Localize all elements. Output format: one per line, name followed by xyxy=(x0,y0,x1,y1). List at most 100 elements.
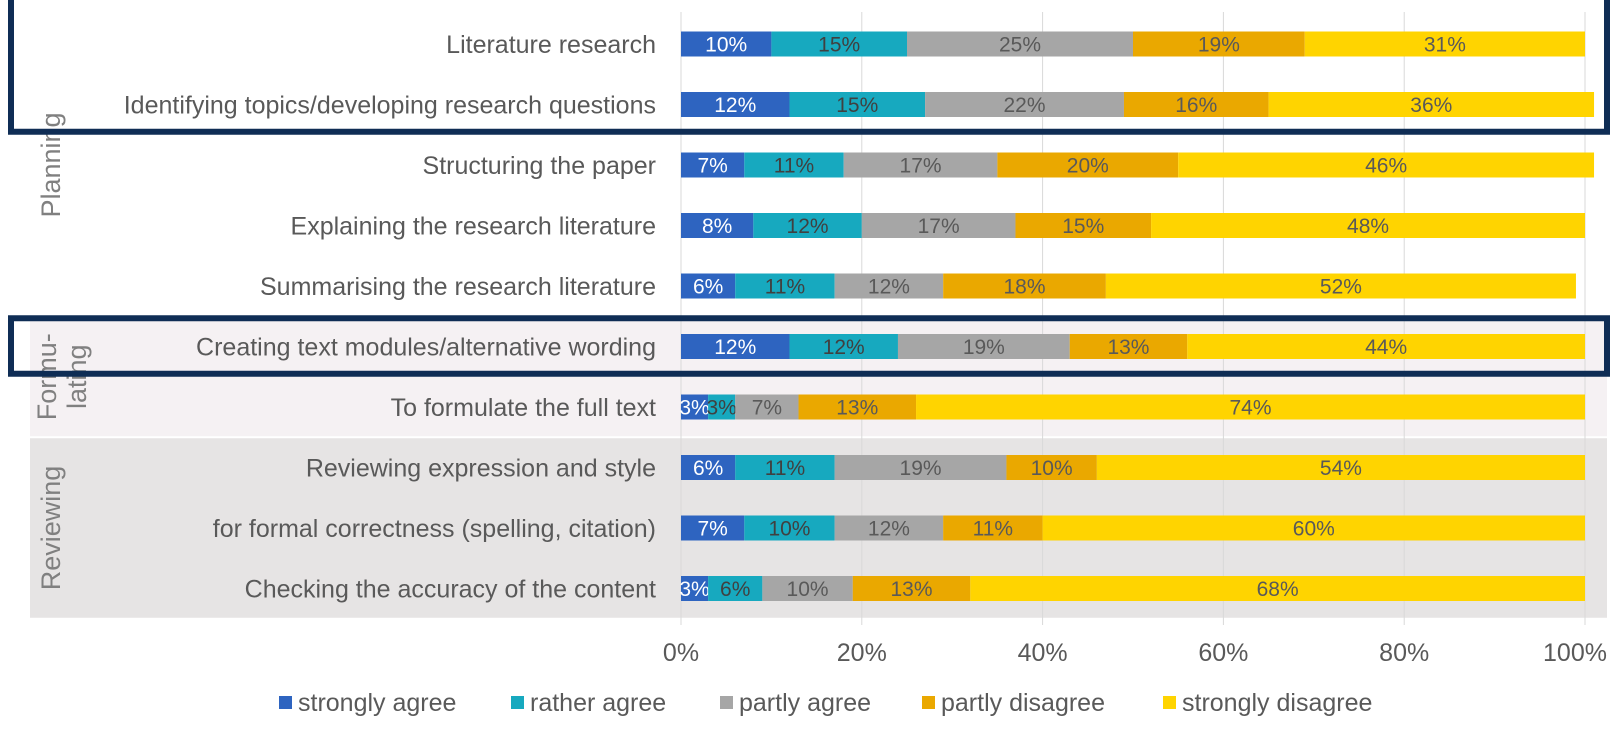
category-label: Literature research xyxy=(446,31,656,59)
bar-segment xyxy=(1096,455,1585,480)
category-label: for formal correctness (spelling, citati… xyxy=(213,515,656,543)
bar-segment xyxy=(681,515,745,541)
bar-segment xyxy=(681,576,709,601)
bar-segment xyxy=(708,576,763,601)
data-label: 12% xyxy=(714,94,756,117)
data-label: 6% xyxy=(720,578,750,601)
bar-segment xyxy=(834,455,1007,480)
bar-segment xyxy=(1015,213,1152,238)
data-label: 16% xyxy=(1175,94,1217,117)
bar-segment xyxy=(916,394,1585,420)
bar-segment xyxy=(1006,455,1097,480)
data-label: 19% xyxy=(963,336,1005,359)
legend-label: strongly disagree xyxy=(1182,689,1372,717)
category-label: Identifying topics/developing research q… xyxy=(124,92,656,120)
category-label: Creating text modules/alternative wordin… xyxy=(196,334,656,362)
data-label: 15% xyxy=(818,34,860,57)
data-label: 46% xyxy=(1365,155,1407,178)
bar-segment xyxy=(1105,273,1576,299)
data-label: 22% xyxy=(1004,94,1046,117)
bar-segment xyxy=(1069,334,1188,359)
bar-segment xyxy=(997,152,1179,178)
legend-swatch xyxy=(922,696,935,709)
bar-segment xyxy=(852,576,971,601)
bar-segment xyxy=(834,515,944,541)
data-label: 19% xyxy=(900,457,942,480)
legend-label: strongly agree xyxy=(298,689,456,717)
highlight-box xyxy=(8,315,1610,377)
x-tick-label: 100% xyxy=(1543,639,1607,667)
bar-segment xyxy=(798,394,917,420)
data-label: 68% xyxy=(1257,578,1299,601)
data-label: 52% xyxy=(1320,276,1362,299)
data-label: 12% xyxy=(823,336,865,359)
legend-label: partly disagree xyxy=(941,689,1105,717)
data-label: 10% xyxy=(1031,457,1073,480)
bar-segment xyxy=(943,515,1043,541)
data-label: 3% xyxy=(679,397,709,420)
data-label: 13% xyxy=(836,397,878,420)
data-label: 19% xyxy=(1198,34,1240,57)
bar-segment xyxy=(681,455,736,480)
data-label: 10% xyxy=(705,34,747,57)
bar-segment xyxy=(970,576,1585,601)
bar-segment xyxy=(762,576,853,601)
bar-segment xyxy=(681,273,736,299)
data-label: 12% xyxy=(868,518,910,541)
data-label: 3% xyxy=(679,578,709,601)
data-label: 6% xyxy=(693,276,723,299)
bar-segment xyxy=(681,92,790,117)
data-label: 11% xyxy=(774,155,814,178)
data-label: 12% xyxy=(868,276,910,299)
x-tick-label: 80% xyxy=(1379,639,1429,667)
category-label: Structuring the paper xyxy=(423,152,656,180)
data-label: 12% xyxy=(787,215,829,238)
category-label: Summarising the research literature xyxy=(260,273,656,301)
bar-segment xyxy=(771,31,907,57)
bar-segment xyxy=(1268,92,1595,117)
category-label: To formulate the full text xyxy=(391,394,656,422)
bar-segment xyxy=(735,273,835,299)
data-label: 17% xyxy=(918,215,960,238)
data-label: 3% xyxy=(707,397,737,420)
bar-segment xyxy=(907,31,1133,57)
bar-segment xyxy=(735,455,835,480)
highlight-box xyxy=(8,0,1610,135)
category-label: Reviewing expression and style xyxy=(306,455,656,483)
data-label: 13% xyxy=(1107,336,1149,359)
data-label: 20% xyxy=(1067,155,1109,178)
bar-segment xyxy=(1123,92,1269,117)
category-label: Checking the accuracy of the content xyxy=(245,576,656,604)
data-label: 15% xyxy=(836,94,878,117)
bar-segment xyxy=(744,515,835,541)
bar-segment xyxy=(897,334,1070,359)
legend-swatch xyxy=(720,696,733,709)
bar-segment xyxy=(681,31,772,57)
category-label: Explaining the research literature xyxy=(291,213,656,241)
data-label: 31% xyxy=(1424,34,1466,57)
data-label: 7% xyxy=(752,397,782,420)
bar-segment xyxy=(681,152,745,178)
data-label: 11% xyxy=(765,276,805,299)
data-label: 10% xyxy=(787,578,829,601)
data-label: 54% xyxy=(1320,457,1362,480)
group-label: Reviewing xyxy=(36,466,66,591)
group-label: Planning xyxy=(36,112,66,217)
x-tick-label: 0% xyxy=(663,639,699,667)
bar-segment xyxy=(1178,152,1595,178)
bar-segment xyxy=(834,273,944,299)
data-label: 10% xyxy=(768,518,810,541)
data-label: 13% xyxy=(891,578,933,601)
data-label: 8% xyxy=(702,215,732,238)
bar-segment xyxy=(753,213,862,238)
legend-swatch xyxy=(1163,696,1176,709)
bar-segment xyxy=(735,394,799,420)
x-tick-label: 20% xyxy=(837,639,887,667)
bar-segment xyxy=(681,334,790,359)
bar-segment xyxy=(843,152,998,178)
bar-segment xyxy=(1151,213,1585,238)
legend-swatch xyxy=(511,696,524,709)
data-label: 18% xyxy=(1004,276,1046,299)
data-label: 15% xyxy=(1062,215,1104,238)
